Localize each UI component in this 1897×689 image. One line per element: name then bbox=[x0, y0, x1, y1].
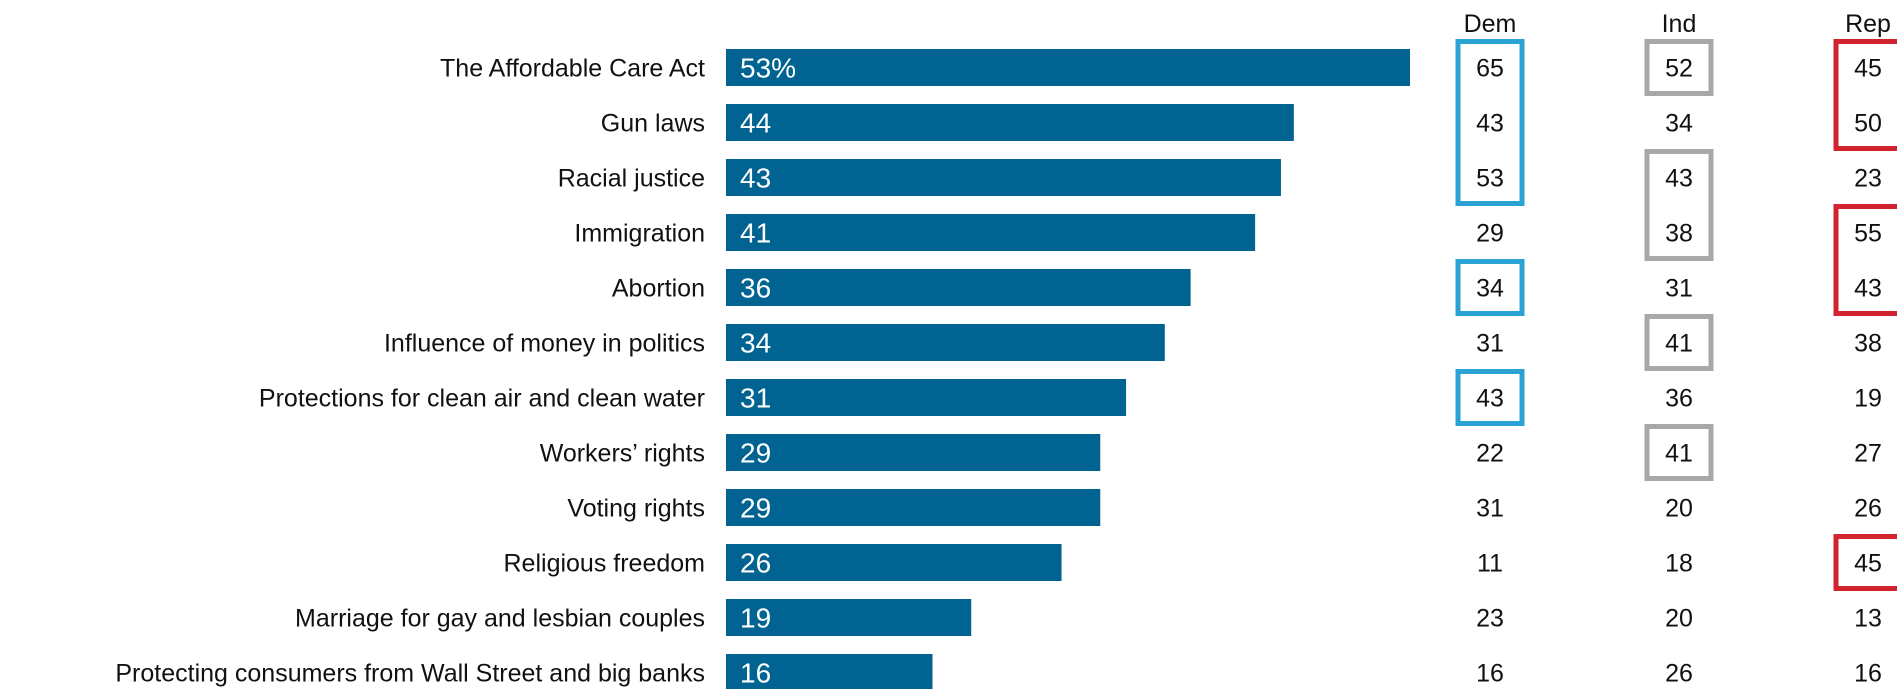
column-value-ind: 52 bbox=[1665, 55, 1693, 83]
party-columns: Dem 65 43 53 29 34 31 43 22 31 11 23 16 Ind 52 34 43 38 31… bbox=[1455, 10, 1897, 688]
column-value-ind: 18 bbox=[1665, 550, 1693, 578]
bar-value-label: 44 bbox=[740, 108, 771, 139]
column-value-dem: 31 bbox=[1476, 495, 1504, 523]
column-value-ind: 41 bbox=[1665, 440, 1693, 468]
column-value-ind: 34 bbox=[1665, 110, 1693, 138]
bar-value-labels: 53% 44 43 41 36 34 31 29 29 26 19 16 bbox=[740, 53, 796, 689]
column-value-rep: 45 bbox=[1854, 550, 1882, 578]
bar-value-label: 41 bbox=[740, 218, 771, 249]
column-value-ind: 20 bbox=[1665, 495, 1693, 523]
column-rep: Rep 45 50 23 55 43 38 19 27 26 45 13 16 bbox=[1833, 10, 1897, 688]
bar-value-label: 53% bbox=[740, 53, 796, 84]
column-value-ind: 31 bbox=[1665, 275, 1693, 303]
category-label-gun-laws: Gun laws bbox=[601, 110, 705, 138]
column-value-ind: 38 bbox=[1665, 220, 1693, 248]
bar-value-label: 34 bbox=[740, 328, 771, 359]
column-header-dem: Dem bbox=[1464, 10, 1517, 38]
category-label-immigration: Immigration bbox=[574, 220, 705, 248]
column-value-dem: 11 bbox=[1477, 550, 1503, 578]
category-label-the-affordable-care-act: The Affordable Care Act bbox=[440, 55, 705, 83]
column-value-rep: 55 bbox=[1854, 220, 1882, 248]
bar-value-label: 36 bbox=[740, 273, 771, 304]
bar-voting-rights bbox=[726, 489, 1101, 526]
column-value-dem: 23 bbox=[1476, 605, 1504, 633]
category-label-marriage-for-gay-and-lesbian-couples: Marriage for gay and lesbian couples bbox=[295, 605, 705, 633]
highlight-box-dem bbox=[1455, 39, 1525, 206]
column-ind: Ind 52 34 43 38 31 41 36 41 20 18 20 26 bbox=[1644, 10, 1714, 688]
column-value-dem: 53 bbox=[1476, 165, 1504, 193]
bar-value-label: 29 bbox=[740, 493, 771, 524]
bar-protecting-consumers-from-wall-street-and-big-banks bbox=[726, 654, 933, 689]
highlight-box-ind bbox=[1644, 149, 1714, 261]
column-value-dem: 43 bbox=[1476, 110, 1504, 138]
bar-value-label: 31 bbox=[740, 383, 771, 414]
bar-influence-of-money-in-politics bbox=[726, 324, 1165, 361]
bars bbox=[726, 49, 1410, 689]
column-value-rep: 45 bbox=[1854, 55, 1882, 83]
column-value-dem: 29 bbox=[1476, 220, 1504, 248]
bar-gun-laws bbox=[726, 104, 1294, 141]
highlight-box-dem bbox=[1455, 259, 1525, 316]
highlight-box-rep bbox=[1833, 204, 1897, 316]
column-value-dem: 34 bbox=[1476, 275, 1504, 303]
column-value-rep: 43 bbox=[1854, 275, 1882, 303]
column-value-rep: 16 bbox=[1854, 660, 1882, 688]
bar-value-label: 16 bbox=[740, 658, 771, 689]
bar-value-label: 26 bbox=[740, 548, 771, 579]
column-value-rep: 50 bbox=[1854, 110, 1882, 138]
column-value-dem: 31 bbox=[1476, 330, 1504, 358]
highlight-box-ind bbox=[1644, 424, 1714, 481]
category-label-protecting-consumers-from-wall-street-and-big-banks: Protecting consumers from Wall Street an… bbox=[115, 660, 705, 688]
column-value-ind: 26 bbox=[1665, 660, 1693, 688]
column-dem: Dem 65 43 53 29 34 31 43 22 31 11 23 16 bbox=[1455, 10, 1525, 688]
bar-workers-rights bbox=[726, 434, 1101, 471]
column-value-rep: 26 bbox=[1854, 495, 1882, 523]
column-value-dem: 22 bbox=[1476, 440, 1504, 468]
highlight-box-rep bbox=[1833, 39, 1897, 151]
bar-value-label: 29 bbox=[740, 438, 771, 469]
bar-protections-for-clean-air-and-clean-water bbox=[726, 379, 1127, 416]
column-value-ind: 41 bbox=[1665, 330, 1693, 358]
column-value-ind: 43 bbox=[1665, 165, 1693, 193]
category-label-racial-justice: Racial justice bbox=[558, 165, 705, 193]
category-label-voting-rights: Voting rights bbox=[567, 495, 705, 523]
category-label-protections-for-clean-air-and-clean-water: Protections for clean air and clean wate… bbox=[259, 385, 705, 413]
bar-immigration bbox=[726, 214, 1256, 251]
column-value-ind: 20 bbox=[1665, 605, 1693, 633]
category-label-influence-of-money-in-politics: Influence of money in politics bbox=[384, 330, 705, 358]
highlight-box-ind bbox=[1644, 314, 1714, 371]
column-value-rep: 13 bbox=[1854, 605, 1882, 633]
bar-marriage-for-gay-and-lesbian-couples bbox=[726, 599, 972, 636]
bar-value-label: 19 bbox=[740, 603, 771, 634]
category-labels: The Affordable Care Act Gun laws Racial ju… bbox=[115, 55, 705, 688]
column-value-dem: 65 bbox=[1476, 55, 1504, 83]
category-label-religious-freedom: Religious freedom bbox=[504, 550, 706, 578]
bar-religious-freedom bbox=[726, 544, 1062, 581]
column-value-rep: 23 bbox=[1854, 165, 1882, 193]
category-label-abortion: Abortion bbox=[612, 275, 705, 303]
bar-racial-justice bbox=[726, 159, 1281, 196]
highlight-box-ind bbox=[1644, 39, 1714, 96]
highlight-box-dem bbox=[1455, 369, 1525, 426]
bar-value-label: 43 bbox=[740, 163, 771, 194]
bar-abortion bbox=[726, 269, 1191, 306]
column-header-rep: Rep bbox=[1845, 10, 1891, 38]
column-header-ind: Ind bbox=[1662, 10, 1697, 38]
column-value-rep: 27 bbox=[1854, 440, 1882, 468]
column-value-rep: 38 bbox=[1854, 330, 1882, 358]
category-label-workers-rights: Workers’ rights bbox=[540, 440, 705, 468]
column-value-rep: 19 bbox=[1854, 385, 1882, 413]
bar-the-affordable-care-act bbox=[726, 49, 1410, 86]
column-value-ind: 36 bbox=[1665, 385, 1693, 413]
column-value-dem: 43 bbox=[1476, 385, 1504, 413]
highlight-box-rep bbox=[1833, 534, 1897, 591]
column-value-dem: 16 bbox=[1476, 660, 1504, 688]
